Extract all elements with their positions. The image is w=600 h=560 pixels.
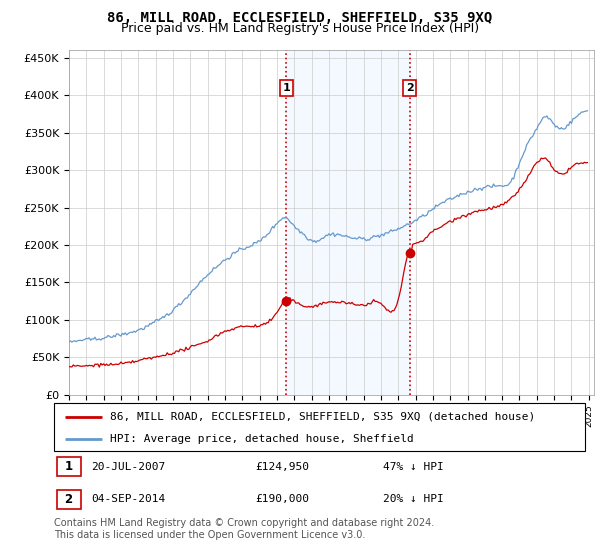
Text: 2: 2 xyxy=(65,493,73,506)
Text: HPI: Average price, detached house, Sheffield: HPI: Average price, detached house, Shef… xyxy=(110,434,413,444)
Text: 1: 1 xyxy=(283,83,290,93)
Text: 2: 2 xyxy=(406,83,413,93)
Text: £190,000: £190,000 xyxy=(256,494,310,505)
Text: 47% ↓ HPI: 47% ↓ HPI xyxy=(383,461,444,472)
Text: 1: 1 xyxy=(65,460,73,473)
Text: 86, MILL ROAD, ECCLESFIELD, SHEFFIELD, S35 9XQ: 86, MILL ROAD, ECCLESFIELD, SHEFFIELD, S… xyxy=(107,11,493,25)
FancyBboxPatch shape xyxy=(54,403,585,451)
FancyBboxPatch shape xyxy=(56,457,80,476)
Text: 04-SEP-2014: 04-SEP-2014 xyxy=(91,494,166,505)
Text: £124,950: £124,950 xyxy=(256,461,310,472)
Text: Price paid vs. HM Land Registry's House Price Index (HPI): Price paid vs. HM Land Registry's House … xyxy=(121,22,479,35)
Text: 86, MILL ROAD, ECCLESFIELD, SHEFFIELD, S35 9XQ (detached house): 86, MILL ROAD, ECCLESFIELD, SHEFFIELD, S… xyxy=(110,412,535,422)
Bar xyxy=(286,50,410,395)
Text: 20% ↓ HPI: 20% ↓ HPI xyxy=(383,494,444,505)
Text: 20-JUL-2007: 20-JUL-2007 xyxy=(91,461,166,472)
FancyBboxPatch shape xyxy=(56,490,80,509)
Text: Contains HM Land Registry data © Crown copyright and database right 2024.
This d: Contains HM Land Registry data © Crown c… xyxy=(54,518,434,540)
